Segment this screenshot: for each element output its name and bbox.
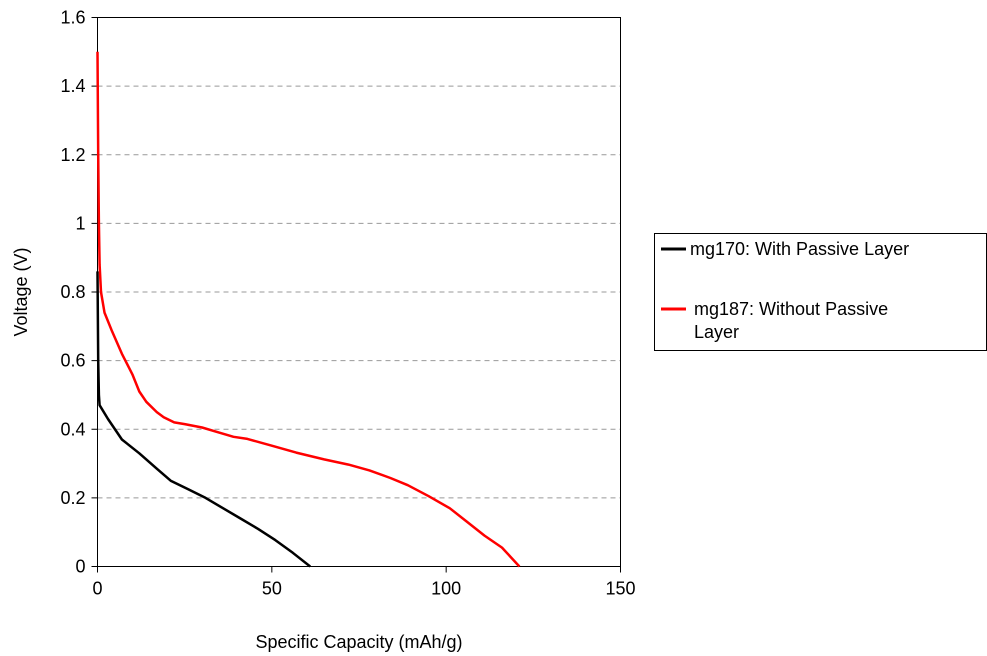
y-tick-label: 1 (75, 213, 85, 233)
x-tick-label: 0 (92, 579, 102, 599)
legend-label-mg170: mg170: With Passive Layer (690, 239, 909, 259)
y-tick-label: 0.6 (60, 351, 85, 371)
legend-box (654, 233, 987, 351)
series-layer (96, 51, 521, 568)
x-tick-label: 150 (605, 579, 635, 599)
series-line-mg187 (96, 51, 521, 568)
series-line-mg170 (96, 271, 311, 568)
x-axis-title: Specific Capacity (mAh/g) (255, 632, 462, 652)
y-tick-label: 0.8 (60, 282, 85, 302)
legend-label-mg187-line2: Layer (694, 322, 739, 342)
y-tick-label: 0.2 (60, 488, 85, 508)
legend-label-mg187-line1: mg187: Without Passive (694, 299, 888, 319)
axes: 0 0.2 0.4 0.6 0.8 1 1.2 1.4 1.6 0 50 100 150 (60, 8, 635, 599)
gridlines (97, 85, 621, 499)
y-tick-label: 0.4 (60, 419, 85, 439)
y-tick-label: 1.2 (60, 145, 85, 165)
y-tick-label: 0 (75, 557, 85, 577)
legend-label-mg187: mg187: Without Passive Layer (694, 299, 888, 342)
y-tick-label: 1.4 (60, 76, 85, 96)
y-axis-title: Voltage (V) (11, 247, 31, 336)
y-tick-label: 1.6 (60, 8, 85, 28)
x-tick-label: 50 (262, 579, 282, 599)
legend: mg170: With Passive Layer mg187: Without… (654, 233, 987, 351)
x-tick-label: 100 (431, 579, 461, 599)
